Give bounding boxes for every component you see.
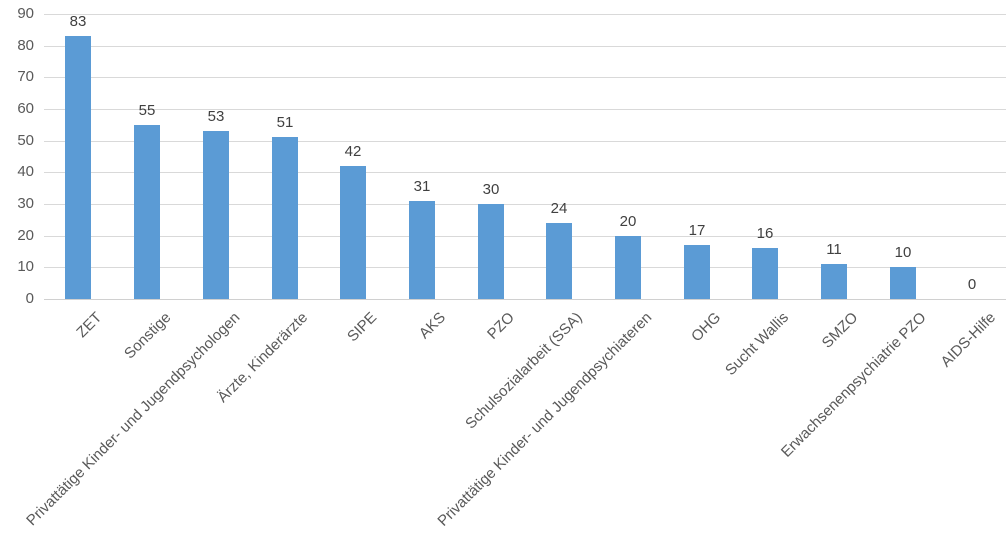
x-axis-category-label: AIDS-Hilfe: [937, 309, 1000, 371]
bar-value-label: 51: [276, 114, 294, 131]
x-axis-category-label: SIPE: [343, 309, 381, 346]
y-axis-tick-label: 50: [17, 132, 34, 149]
y-axis-tick-label: 10: [17, 258, 34, 275]
x-axis-category-label: Sonstige: [120, 309, 175, 363]
x-axis-category-label: SMZO: [818, 309, 862, 352]
bar: [272, 137, 298, 299]
bar: [684, 245, 710, 299]
gridline: [44, 172, 1006, 173]
bar-value-label: 42: [344, 143, 362, 160]
x-axis-line: [44, 299, 1006, 300]
bar: [340, 166, 366, 299]
x-axis-category-label: Sucht Wallis: [722, 309, 793, 379]
bar-value-label: 30: [482, 181, 500, 198]
bar: [134, 125, 160, 299]
bar-value-label: 24: [550, 200, 568, 217]
gridline: [44, 109, 1006, 110]
x-axis-category-label: AKS: [415, 309, 450, 343]
y-axis-tick-label: 80: [17, 37, 34, 54]
gridline: [44, 141, 1006, 142]
bar: [821, 264, 847, 299]
x-axis-category-label: Erwachsenenpsychiatrie PZO: [778, 309, 931, 461]
y-axis-tick-label: 0: [25, 290, 34, 307]
bar-value-label: 0: [967, 276, 977, 293]
bar: [478, 204, 504, 299]
bar: [752, 248, 778, 299]
bar: [65, 36, 91, 299]
y-axis-tick-label: 60: [17, 100, 34, 117]
gridline: [44, 14, 1006, 15]
bar: [203, 131, 229, 299]
y-axis-tick-label: 70: [17, 68, 34, 85]
gridline: [44, 204, 1006, 205]
bar-value-label: 11: [826, 241, 842, 258]
bar: [546, 223, 572, 299]
gridline: [44, 267, 1006, 268]
y-axis-tick-label: 40: [17, 163, 34, 180]
x-axis-category-label: OHG: [687, 309, 725, 346]
x-axis-category-label: ZET: [72, 309, 106, 342]
bar-value-label: 83: [69, 13, 87, 30]
gridline: [44, 77, 1006, 78]
gridline: [44, 236, 1006, 237]
bar: [409, 201, 435, 299]
x-axis-category-label: Schulsozialarbeit (SSA): [462, 309, 587, 433]
bar: [615, 236, 641, 299]
gridline: [44, 46, 1006, 47]
bar-value-label: 10: [894, 244, 912, 261]
bar: [890, 267, 916, 299]
bar-value-label: 16: [756, 225, 774, 242]
y-axis-tick-label: 90: [17, 5, 34, 22]
bar-value-label: 17: [688, 222, 706, 239]
x-axis-category-label: PZO: [484, 309, 519, 343]
bar-value-label: 20: [619, 213, 637, 230]
y-axis-tick-label: 20: [17, 227, 34, 244]
bar-value-label: 55: [138, 102, 156, 119]
y-axis-tick-label: 30: [17, 195, 34, 212]
bar-value-label: 31: [413, 178, 431, 195]
bar-value-label: 53: [207, 108, 225, 125]
